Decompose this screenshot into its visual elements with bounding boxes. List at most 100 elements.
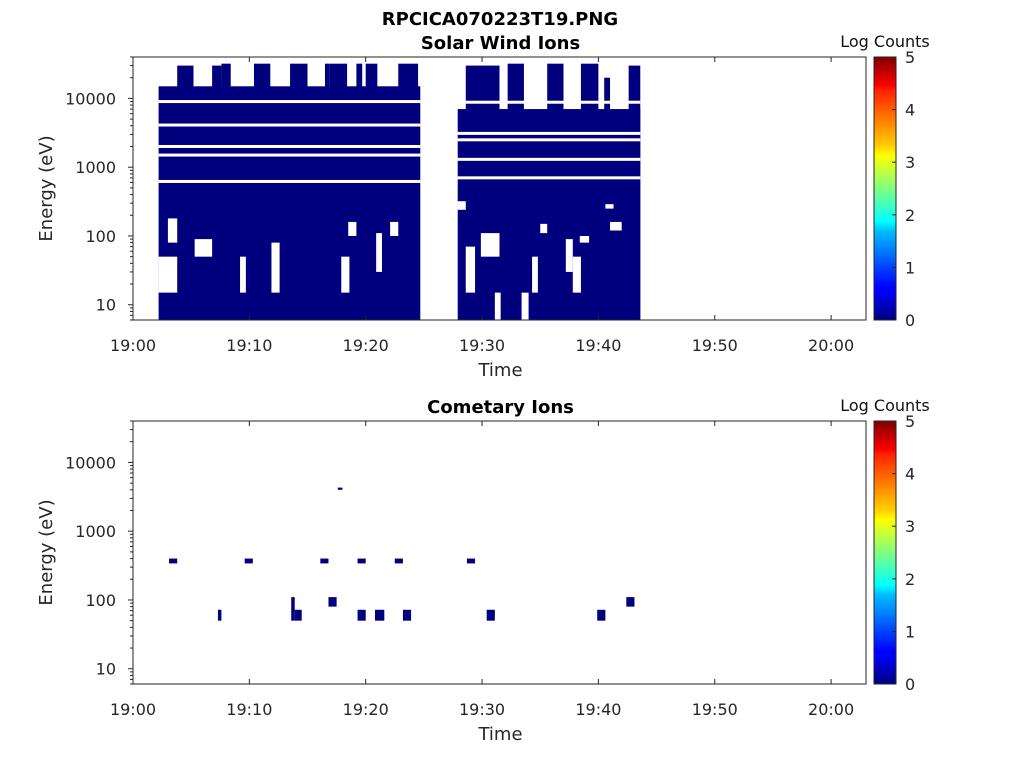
colorbar-tick-label: 0 bbox=[905, 675, 915, 694]
empty-bin bbox=[521, 292, 529, 320]
empty-bin bbox=[420, 57, 458, 320]
empty-bin bbox=[494, 292, 501, 320]
x-tick-label: 19:00 bbox=[110, 336, 156, 355]
count-block bbox=[547, 63, 564, 321]
count-block bbox=[212, 65, 222, 320]
empty-bin bbox=[579, 235, 590, 243]
colorbar-tick-label: 3 bbox=[905, 517, 915, 536]
colorbar-tick-label: 3 bbox=[905, 153, 915, 172]
x-tick-label: 19:00 bbox=[110, 700, 156, 719]
count-block bbox=[254, 63, 271, 321]
empty-energy-bin bbox=[457, 157, 641, 161]
count-block bbox=[169, 558, 178, 564]
x-tick-label: 19:30 bbox=[459, 336, 505, 355]
y-tick-label: 1000 bbox=[75, 522, 116, 541]
panel-title: Solar Wind Ions bbox=[421, 33, 580, 54]
plot-frame bbox=[132, 56, 867, 321]
y-tick-label: 100 bbox=[85, 591, 116, 610]
panel-1: 19:00 19:10 19:20 19:30 19:40 19:50 20:0010100… bbox=[36, 32, 930, 381]
empty-energy-bin bbox=[457, 131, 641, 135]
x-tick-label: 19:10 bbox=[226, 700, 272, 719]
empty-energy-bin bbox=[457, 176, 641, 180]
y-tick-label: 10 bbox=[96, 660, 116, 679]
count-block bbox=[320, 558, 329, 564]
colorbar-tick-label: 4 bbox=[905, 101, 915, 120]
empty-bin bbox=[540, 223, 548, 234]
colorbar-tick-label: 5 bbox=[905, 48, 915, 67]
count-block bbox=[290, 63, 308, 321]
empty-bin bbox=[341, 256, 350, 293]
count-block bbox=[394, 558, 403, 564]
data-blocks bbox=[169, 487, 635, 621]
empty-bin bbox=[271, 242, 280, 293]
y-tick-label: 100 bbox=[85, 227, 116, 246]
empty-bin bbox=[572, 256, 581, 293]
empty-bin bbox=[348, 221, 357, 236]
empty-bin bbox=[605, 204, 614, 209]
count-block bbox=[580, 63, 599, 321]
count-block bbox=[398, 63, 419, 321]
x-tick-label: 19:40 bbox=[575, 700, 621, 719]
colorbar-tick-label: 2 bbox=[905, 206, 915, 225]
y-tick-label: 1000 bbox=[75, 158, 116, 177]
count-block bbox=[466, 558, 476, 564]
count-block bbox=[356, 63, 363, 321]
count-block bbox=[328, 597, 337, 607]
count-block bbox=[329, 63, 348, 321]
empty-bin bbox=[610, 221, 622, 231]
colorbar bbox=[873, 56, 897, 321]
empty-bin bbox=[167, 218, 178, 243]
count-block bbox=[486, 609, 495, 621]
panel-2: 19:00 19:10 19:20 19:30 19:40 19:50 20:0010100… bbox=[36, 396, 930, 745]
count-block bbox=[402, 609, 412, 621]
y-tick-label: 10 bbox=[96, 296, 116, 315]
empty-energy-bin bbox=[158, 153, 421, 157]
x-tick-label: 20:00 bbox=[808, 336, 854, 355]
y-tick-label: 10000 bbox=[65, 89, 116, 108]
y-axis-label: Energy (eV) bbox=[36, 499, 57, 605]
count-block bbox=[597, 609, 606, 621]
empty-energy-bin bbox=[457, 138, 641, 142]
colorbar-tick-label: 4 bbox=[905, 465, 915, 484]
x-tick-label: 19:40 bbox=[575, 336, 621, 355]
colorbar-label: Log Counts bbox=[840, 396, 930, 415]
panel-title: Cometary Ions bbox=[427, 397, 574, 418]
x-tick-label: 19:50 bbox=[692, 700, 738, 719]
empty-energy-bin bbox=[158, 123, 421, 127]
empty-bin bbox=[194, 239, 213, 257]
count-block bbox=[158, 86, 421, 321]
x-axis-label: Time bbox=[477, 724, 522, 745]
colorbar bbox=[873, 420, 897, 685]
x-tick-label: 20:00 bbox=[808, 700, 854, 719]
count-block bbox=[221, 63, 231, 321]
count-block bbox=[324, 63, 330, 321]
x-tick-label: 19:30 bbox=[459, 700, 505, 719]
empty-bin bbox=[376, 233, 382, 272]
count-block bbox=[357, 609, 366, 621]
count-block bbox=[337, 487, 343, 490]
plot-frame bbox=[132, 420, 867, 685]
empty-bin bbox=[457, 201, 466, 210]
empty-bin bbox=[390, 221, 399, 236]
colorbar-tick-label: 1 bbox=[905, 622, 915, 641]
y-tick-label: 10000 bbox=[65, 453, 116, 472]
count-block bbox=[294, 609, 302, 621]
count-block bbox=[365, 63, 378, 321]
colorbar-label: Log Counts bbox=[840, 32, 930, 51]
empty-bin bbox=[158, 256, 178, 293]
x-tick-label: 19:10 bbox=[226, 336, 272, 355]
figure-title: RPCICA070223T19.PNG bbox=[382, 9, 618, 30]
empty-energy-bin bbox=[457, 100, 641, 104]
count-block bbox=[604, 77, 611, 320]
count-block bbox=[507, 63, 524, 321]
empty-bin bbox=[565, 239, 573, 272]
x-tick-label: 19:50 bbox=[692, 336, 738, 355]
x-tick-label: 19:20 bbox=[343, 700, 389, 719]
count-block bbox=[626, 597, 635, 607]
empty-bin bbox=[480, 233, 500, 257]
count-block bbox=[244, 558, 253, 564]
colorbar-tick-label: 0 bbox=[905, 311, 915, 330]
count-block bbox=[217, 609, 222, 621]
count-block bbox=[628, 65, 641, 320]
empty-energy-bin bbox=[158, 100, 421, 104]
